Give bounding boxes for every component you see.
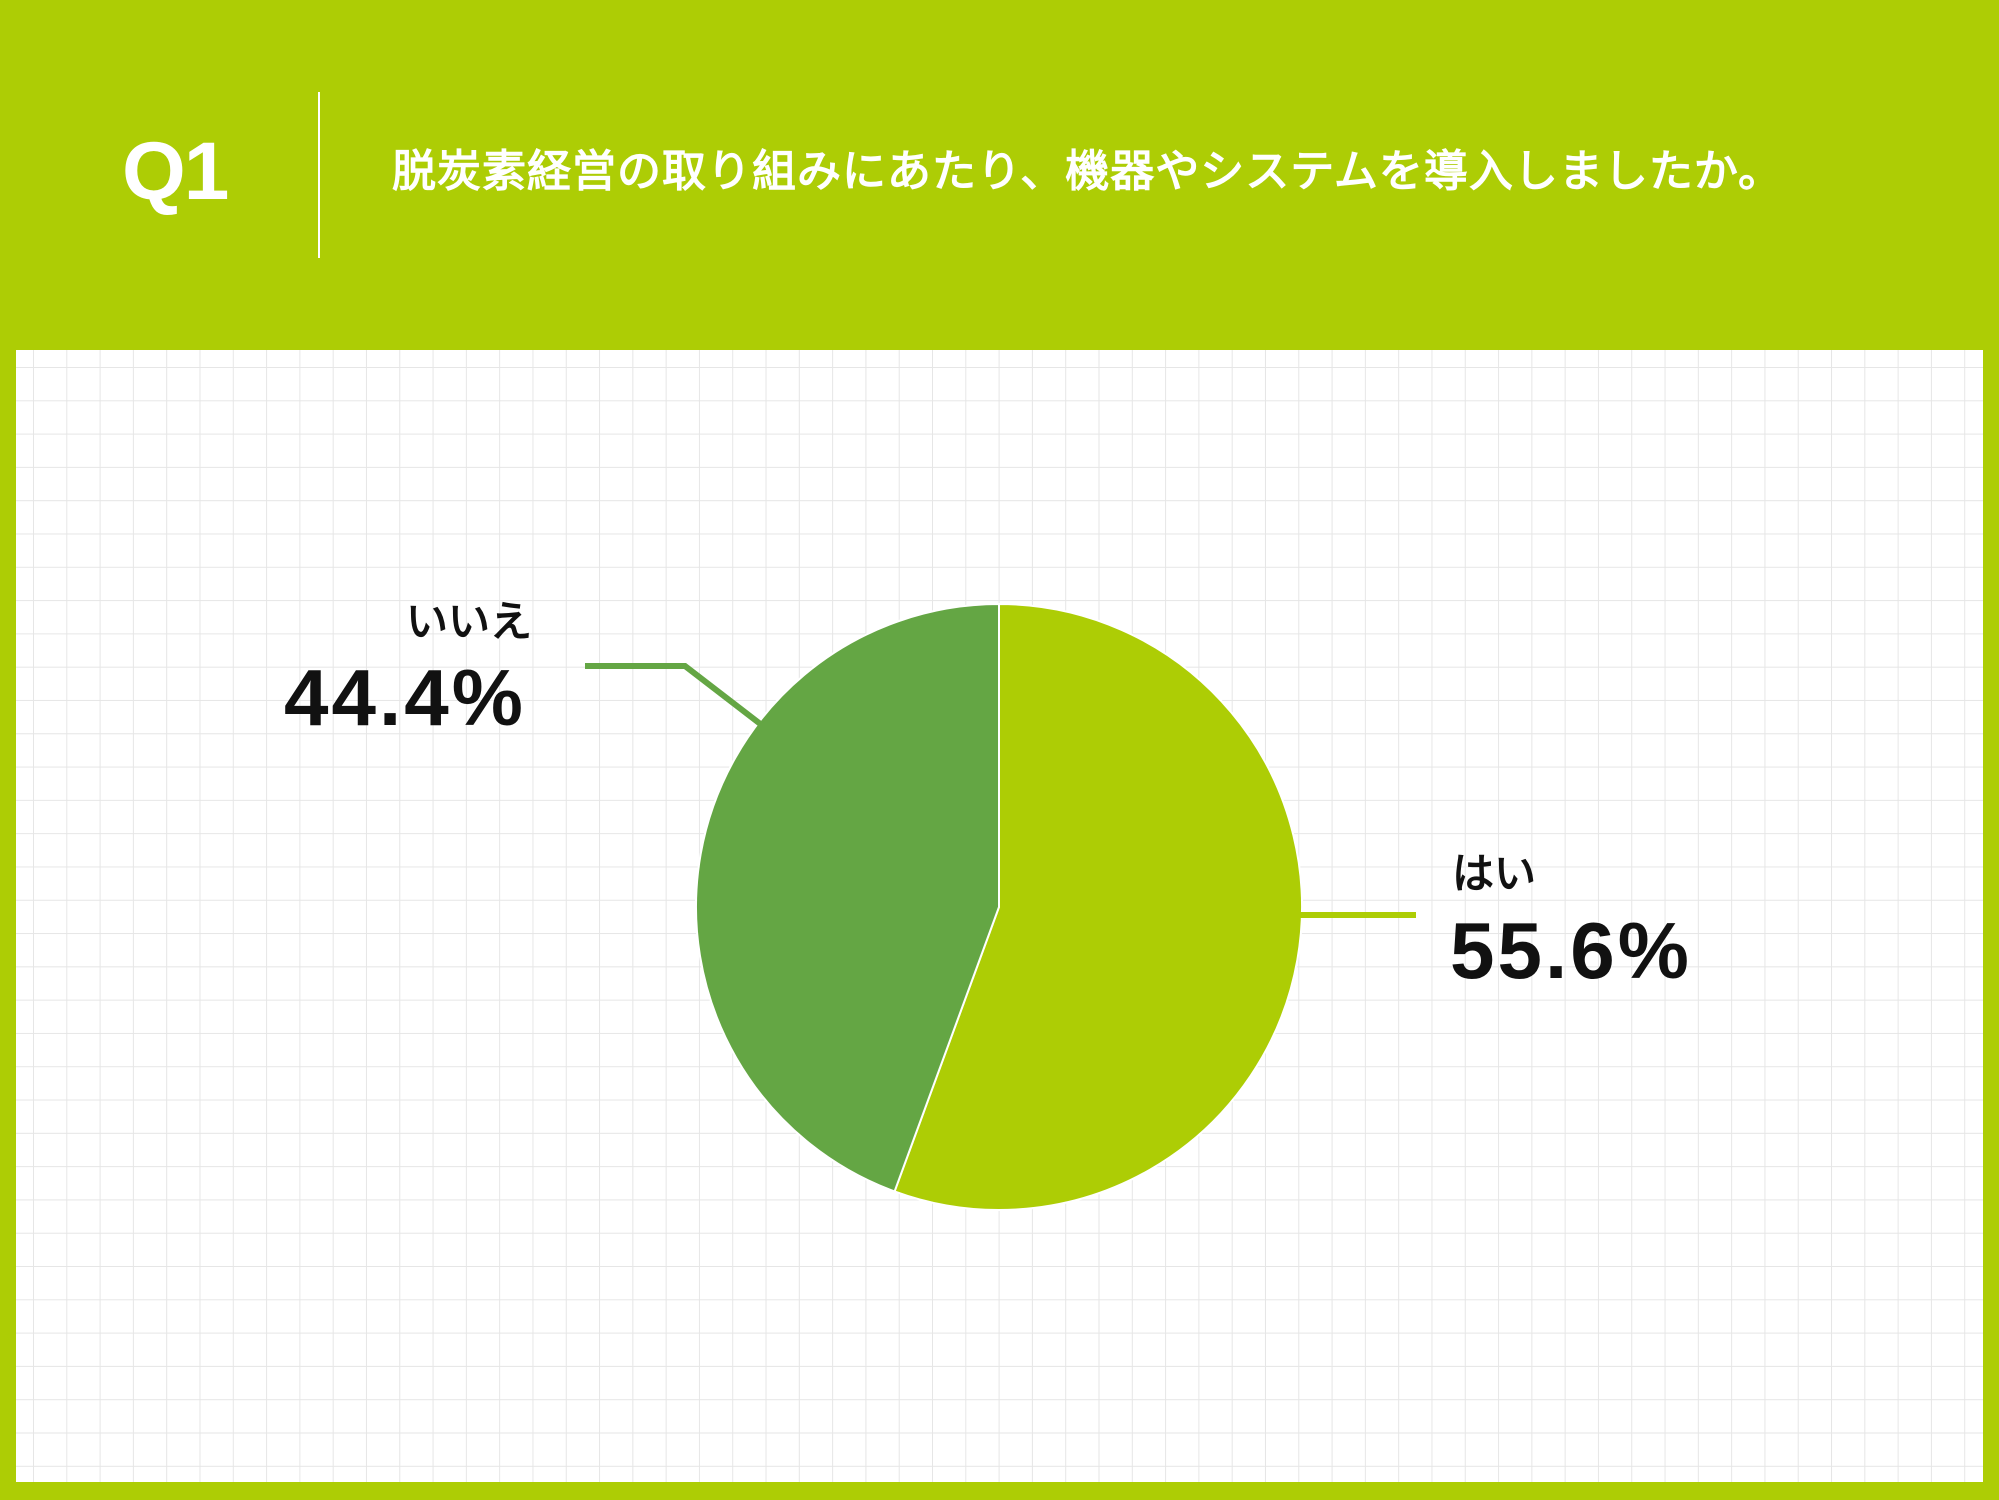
pie-slice-no [695,602,1000,1193]
question-number: Q1 [122,126,229,217]
no-leader-line [585,663,765,729]
header-divider [318,92,320,258]
yes-percentage: 55.6% [1450,906,1692,995]
pie-slices [695,602,1303,1211]
question-header: Q1 脱炭素経営の取り組みにあたり、機器やシステムを導入しましたか。 [0,0,1999,350]
no-percentage: 44.4% [284,653,526,742]
no-label: いいえ [406,598,533,645]
chart-panel [16,350,1983,1482]
question-text: 脱炭素経営の取り組みにあたり、機器やシステムを導入しましたか。 [392,147,1784,196]
yes-label: はい [1452,850,1537,897]
pie-slice-yes [893,602,1303,1211]
